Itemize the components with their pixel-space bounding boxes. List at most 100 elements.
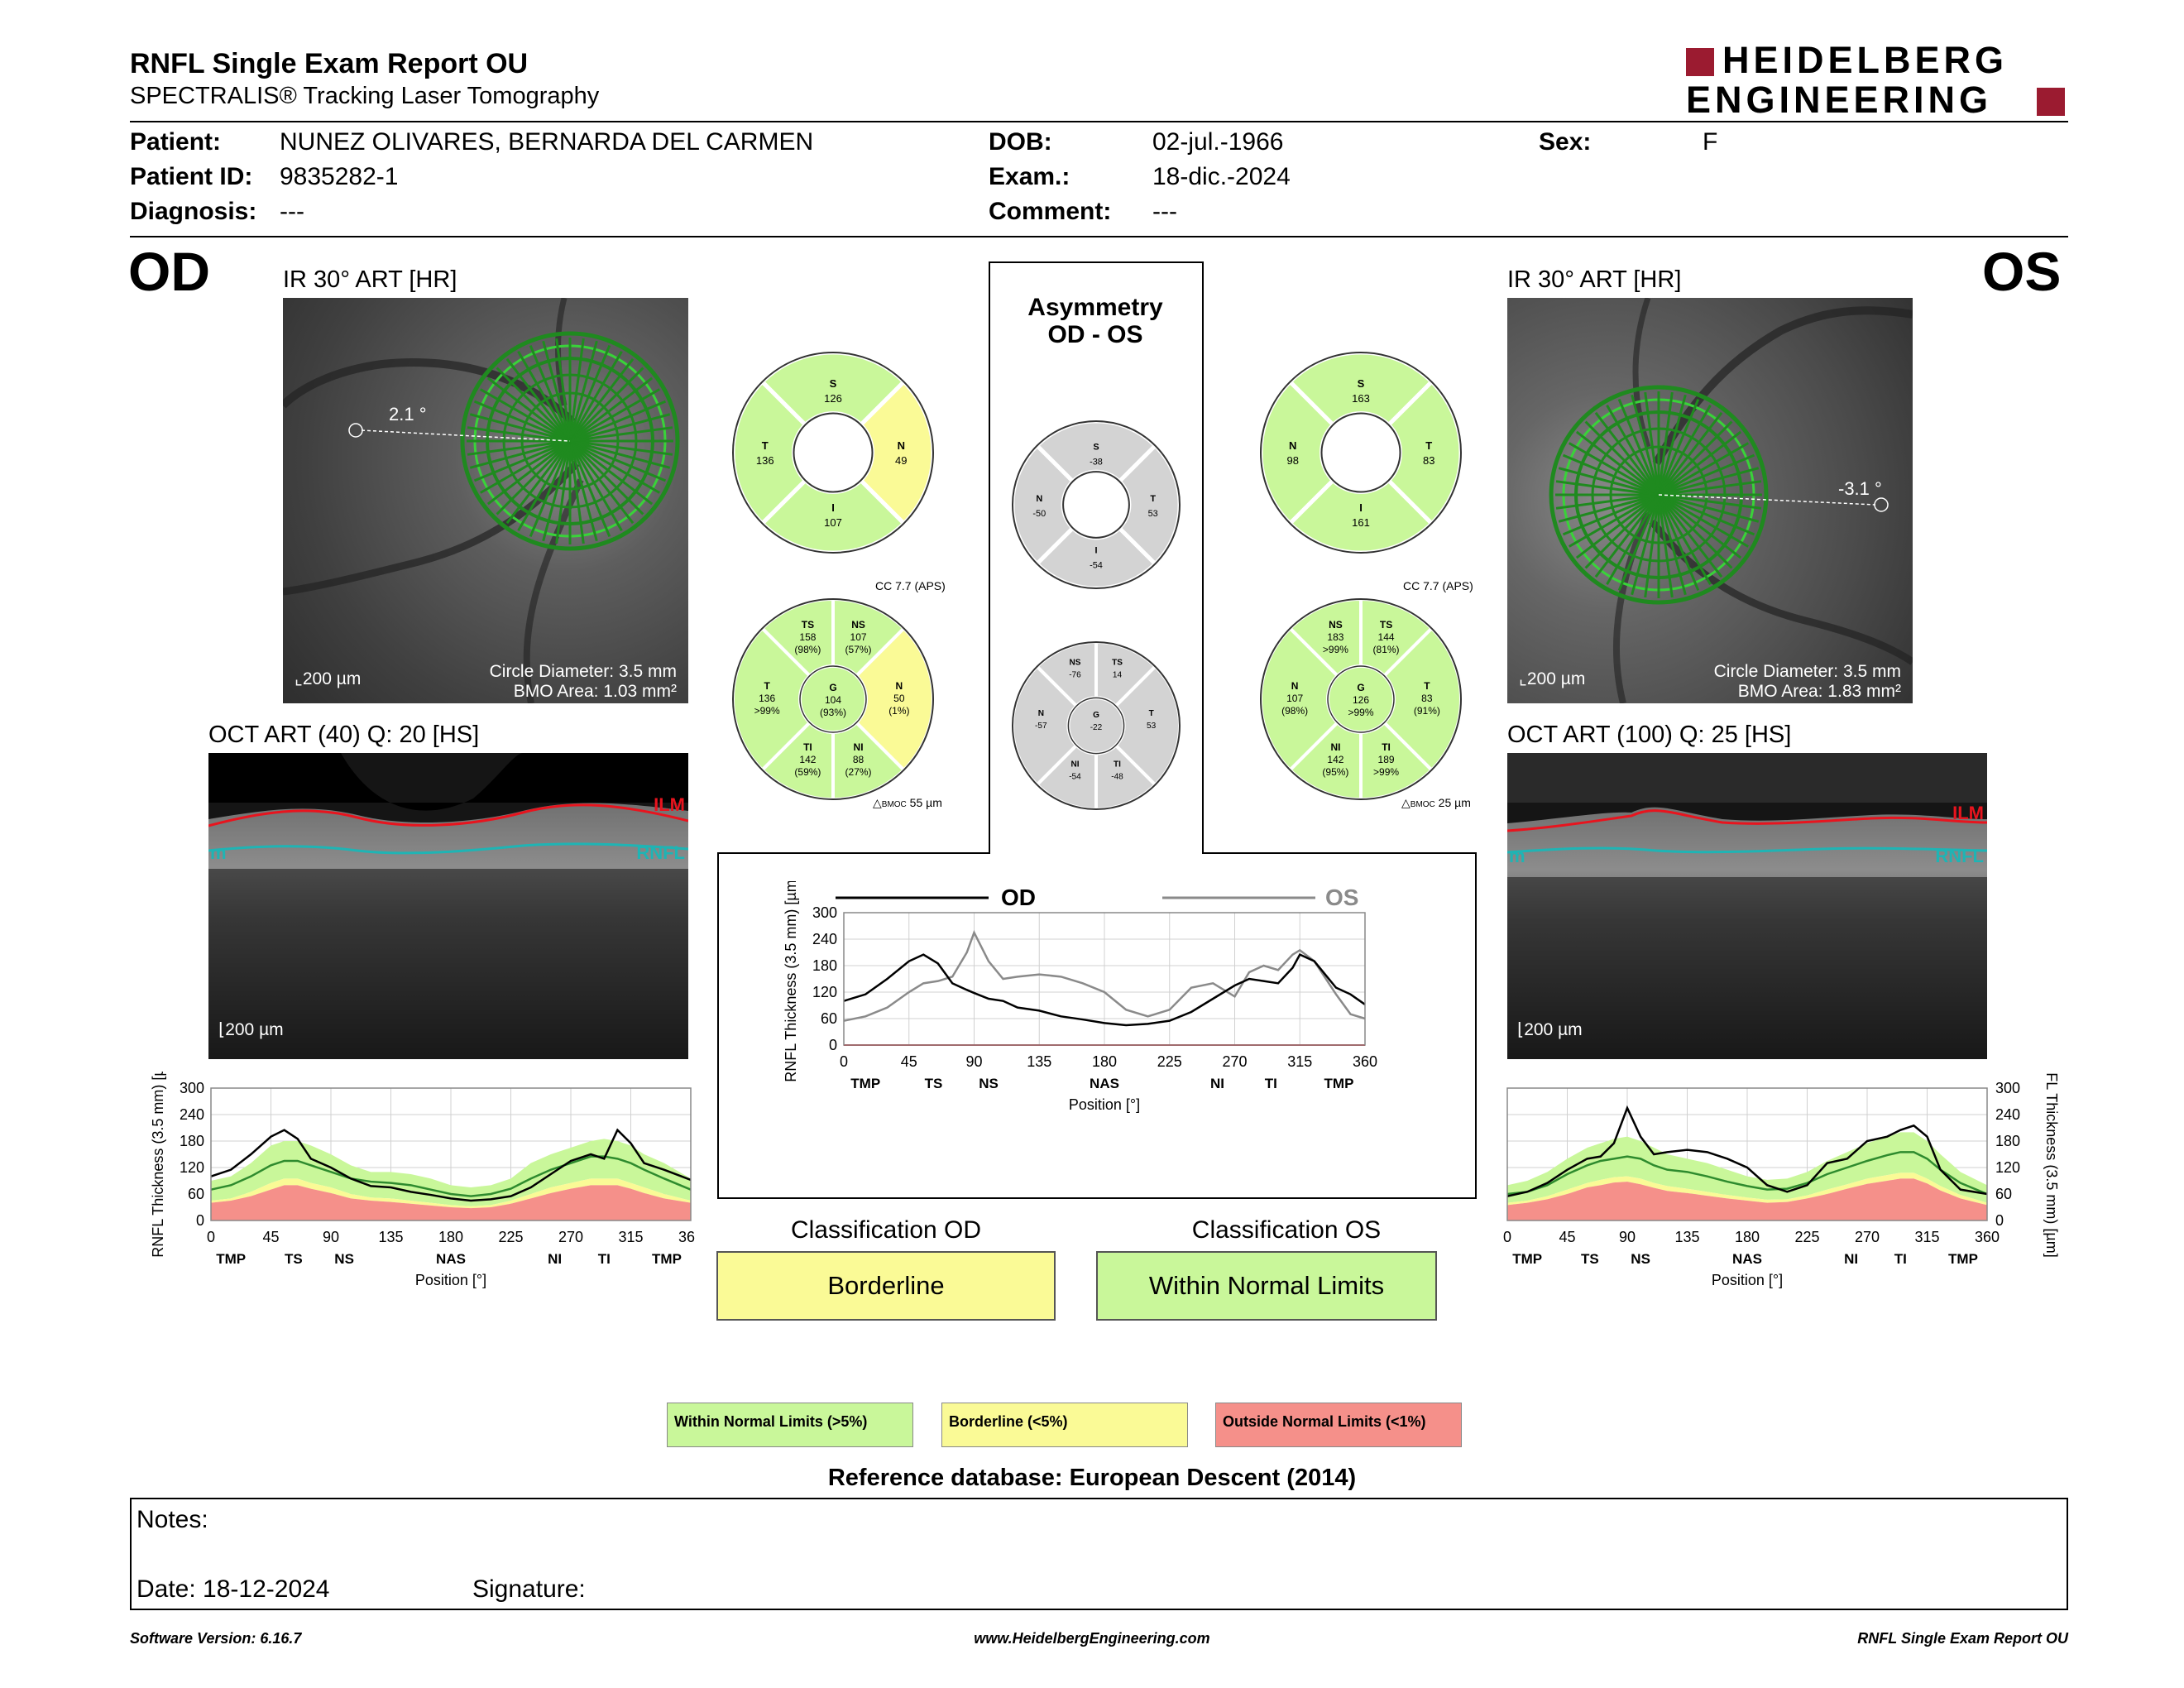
os-oct-scale: ⌊200 µm (1517, 1020, 1583, 1039)
sector-value-NI: -54 (1069, 773, 1081, 782)
x-tick-label: 0 (840, 1053, 848, 1070)
scan-spoke (1631, 394, 1660, 496)
od-fundus-scale-text: 200 µm (302, 669, 362, 688)
scan-spoke (473, 400, 571, 443)
sector-label-NI: NI (854, 741, 864, 753)
scan-spoke (505, 440, 572, 525)
scan-spoke (496, 439, 572, 516)
scan-spoke (473, 439, 571, 482)
notes-signature-label: Signature: (472, 1575, 586, 1603)
report-subtitle: SPECTRALIS® Tracking Laser Tomography (130, 83, 600, 109)
region-label-tmp: TMP (652, 1251, 682, 1267)
scan-spoke (1568, 493, 1660, 548)
os-eye-label: OS (1982, 241, 2062, 302)
x-tick-label: 135 (1027, 1053, 1051, 1070)
scan-spoke (555, 440, 572, 544)
od-rnfl-label: RNFL (636, 842, 685, 863)
website-url[interactable]: www.HeidelbergEngineering.com (974, 1630, 1210, 1647)
sector-label-T: T (764, 680, 770, 692)
y-axis-label: RNFL Thickness (3.5 mm) [µm] (2043, 1072, 2060, 1258)
x-tick-label: 270 (1222, 1053, 1247, 1070)
sector-value-N: -57 (1035, 722, 1047, 731)
os-oct-label: OCT ART (100) Q: 25 [HS] (1507, 722, 1792, 748)
scan-spoke (467, 439, 571, 456)
scan-spoke (542, 440, 572, 542)
exam-value: 18-dic.-2024 (1152, 163, 1291, 190)
asymmetry-frame (717, 261, 1477, 1199)
x-tick-label: 270 (558, 1229, 583, 1245)
region-label-ti: TI (1265, 1076, 1277, 1091)
x-tick-label: 315 (1287, 1053, 1312, 1070)
scan-spoke (505, 357, 572, 442)
sector-label-TI: TI (1114, 760, 1121, 770)
os-scan-spokes (1555, 391, 1762, 598)
x-tick-label: 225 (498, 1229, 523, 1245)
sector-percent-T: >99% (754, 705, 780, 717)
region-label-ti: TI (1894, 1251, 1907, 1267)
x-tick-label: 225 (1157, 1053, 1182, 1070)
scan-spoke (1657, 420, 1733, 496)
os-bmoc-value: 25 µm (1438, 796, 1471, 809)
x-tick-label: 0 (1503, 1229, 1511, 1245)
region-label-ts: TS (1581, 1251, 1599, 1267)
sector-value-NS: 107 (850, 631, 867, 643)
os-ilm-label: ILM (1952, 803, 1984, 823)
region-label-ni: NI (1210, 1076, 1224, 1091)
od-ilm-line (208, 803, 688, 827)
x-tick-label: 90 (965, 1053, 982, 1070)
scan-spoke (1657, 494, 1687, 596)
sector-label-N: N (898, 439, 905, 452)
scan-spoke (479, 439, 571, 494)
x-tick-label: 315 (618, 1229, 643, 1245)
software-version: Software Version: 6.16.7 (130, 1630, 302, 1647)
x-tick-label: 360 (1975, 1229, 2000, 1245)
scan-spoke (1631, 494, 1660, 596)
normative-mean-line (210, 1155, 692, 1197)
os-circle-diameter: Circle Diameter: 3.5 mm (1713, 662, 1901, 681)
patient-id-label: Patient ID: (130, 163, 253, 190)
normal-range-band (211, 1139, 691, 1206)
od-rnfl-profile-chart: 0 60 120 180 240 300 0 45 90 135 180 225 270 315 360 TM… (150, 1072, 695, 1288)
y-tick-label: 0 (829, 1037, 837, 1053)
scan-spoke (1575, 493, 1660, 559)
od-four-sector-diagram: S 126 N 49 I 107 T 136 (730, 350, 936, 555)
scan-spoke (568, 344, 611, 442)
region-label-tmp: TMP (216, 1251, 246, 1267)
os-angle-label: -3.1 ° (1838, 478, 1882, 499)
sector-center-hole (1320, 412, 1401, 493)
logo-text-engineering: ENGINEERING (1686, 79, 1993, 121)
sector-center-hole (1062, 471, 1130, 539)
scan-spoke (469, 439, 571, 469)
os-rnfl-line (1507, 846, 1987, 854)
sector-center-outline (1327, 665, 1395, 733)
diagnosis-value: --- (280, 198, 304, 225)
y-tick-label: 300 (812, 904, 837, 921)
normative-mean-line (1506, 1151, 1988, 1196)
sector-label-T: T (762, 439, 769, 452)
os-fundus-scale: ⌞200 µm (1519, 669, 1586, 688)
sector-label-I: I (831, 501, 835, 514)
od-ilm-label: ILM (654, 794, 685, 815)
y-tick-label: 60 (188, 1186, 204, 1202)
scan-spoke (517, 350, 572, 442)
asymmetry-title: Asymmetry OD - OS (990, 294, 1200, 348)
od-scan-spokes (467, 338, 673, 544)
os-fovea-marker (1874, 497, 1889, 512)
region-label-ts: TS (285, 1251, 303, 1267)
sector-label-N: N (1036, 494, 1042, 504)
scan-spoke (1658, 467, 1760, 496)
scan-spoke (1617, 398, 1660, 496)
os-oct-scale-text: 200 µm (1524, 1020, 1583, 1039)
region-label-tmp: TMP (850, 1076, 880, 1091)
sector-percent-G: >99% (1348, 707, 1373, 718)
x-tick-label: 45 (901, 1053, 917, 1070)
sector-percent-N: (1%) (888, 705, 909, 717)
y-tick-label: 300 (1995, 1080, 2020, 1096)
legend-os-label: OS (1325, 885, 1358, 910)
sector-label-S: S (1093, 442, 1099, 452)
y-tick-label: 120 (812, 984, 837, 1000)
sector-label-NS: NS (851, 619, 865, 631)
scan-spoke (1658, 493, 1762, 510)
sector-label-T: T (1425, 439, 1432, 452)
